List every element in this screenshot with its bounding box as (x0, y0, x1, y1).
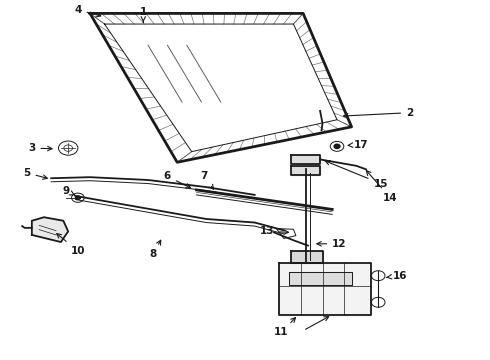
Text: 10: 10 (57, 234, 85, 256)
Text: 9: 9 (62, 186, 75, 195)
Text: 16: 16 (387, 271, 407, 281)
Polygon shape (291, 155, 320, 164)
Polygon shape (279, 263, 371, 315)
Polygon shape (289, 272, 352, 284)
Text: 11: 11 (274, 318, 295, 337)
Text: 1: 1 (140, 6, 147, 22)
Text: 6: 6 (164, 171, 191, 188)
Text: 7: 7 (200, 171, 214, 189)
Text: 13: 13 (260, 226, 289, 237)
Text: 4: 4 (74, 5, 100, 17)
Circle shape (334, 144, 340, 148)
Text: 2: 2 (343, 108, 414, 118)
Polygon shape (32, 217, 68, 242)
Polygon shape (291, 166, 320, 175)
Text: 15: 15 (325, 161, 388, 189)
Polygon shape (291, 251, 322, 263)
Circle shape (75, 196, 80, 199)
Text: 3: 3 (28, 143, 52, 153)
Text: 8: 8 (149, 240, 161, 260)
Text: 14: 14 (367, 171, 398, 203)
Text: 17: 17 (348, 140, 368, 149)
Text: 12: 12 (317, 239, 347, 249)
Text: 5: 5 (24, 168, 48, 179)
